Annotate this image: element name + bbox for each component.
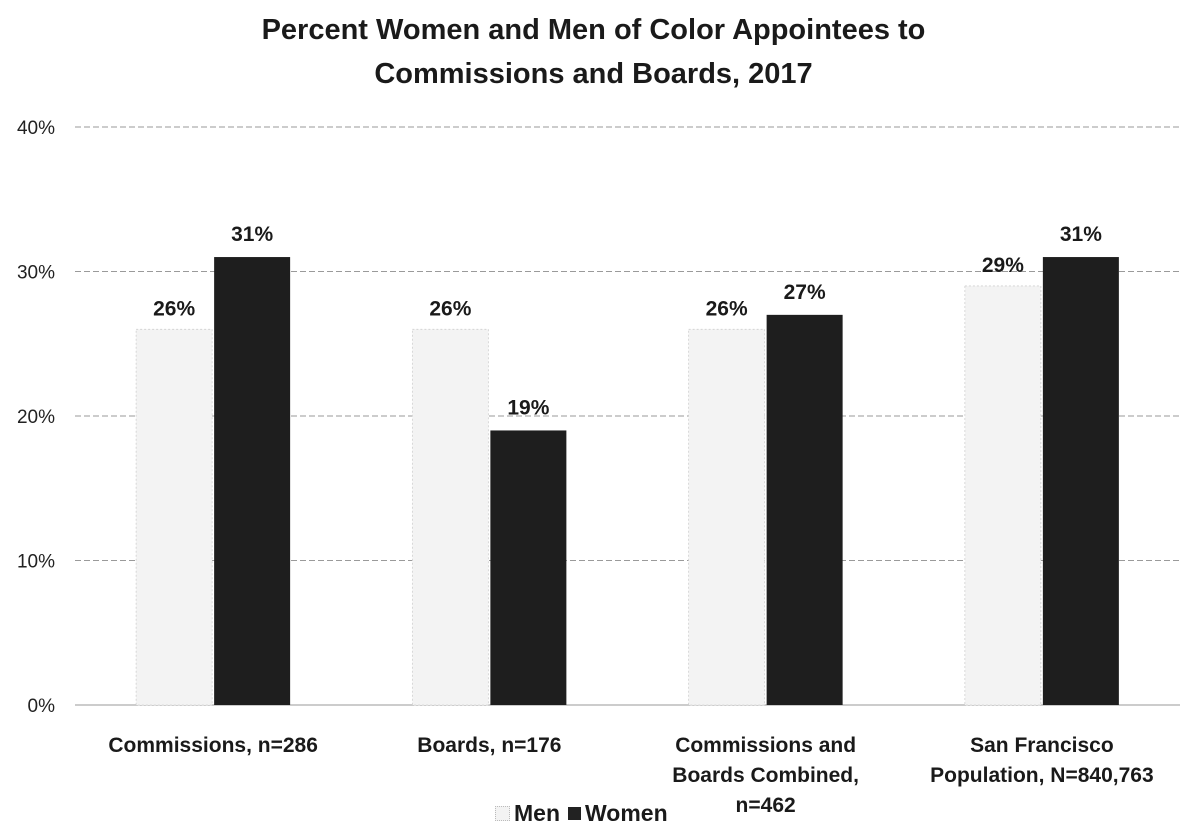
data-label-women-1: 19% <box>507 396 549 419</box>
x-tick-label-3-line-0: San Francisco <box>970 734 1114 757</box>
x-tick-label-1-line-0: Boards, n=176 <box>417 734 561 757</box>
x-tick-label-2-line-1: Boards Combined, <box>672 764 859 787</box>
chart-title-line-1: Percent Women and Men of Color Appointee… <box>261 14 926 46</box>
x-tick-label-2-line-0: Commissions and <box>675 734 856 757</box>
x-tick-label-2-line-2: n=462 <box>736 794 796 817</box>
x-tick-label-3-line-1: Population, N=840,763 <box>930 764 1154 787</box>
data-label-men-1: 26% <box>429 297 471 320</box>
y-tick-label-20: 20% <box>17 407 55 428</box>
data-label-men-0: 26% <box>153 297 195 320</box>
legend-swatch-men <box>495 806 510 821</box>
legend-label-women: Women <box>585 800 668 826</box>
bar-women-0 <box>214 257 291 705</box>
legend-swatch-women <box>568 807 581 820</box>
legend-item-men: Men <box>495 800 560 827</box>
bar-men-0 <box>135 328 213 706</box>
y-tick-label-40: 40% <box>17 118 55 139</box>
bar-men-3 <box>964 285 1042 706</box>
y-tick-label-30: 30% <box>17 263 55 284</box>
legend-label-men: Men <box>514 800 560 826</box>
data-label-women-2: 27% <box>784 281 826 304</box>
bar-women-1 <box>490 430 567 705</box>
legend: Men Women <box>495 800 668 827</box>
y-tick-label-0: 0% <box>28 696 56 717</box>
data-label-women-0: 31% <box>231 223 273 246</box>
chart-title: Percent Women and Men of Color Appointee… <box>0 8 1187 96</box>
data-label-men-3: 29% <box>982 254 1024 277</box>
bar-men-2 <box>688 328 766 706</box>
bar-women-3 <box>1042 257 1119 705</box>
x-tick-label-0-line-0: Commissions, n=286 <box>108 734 318 757</box>
bar-women-2 <box>766 314 843 705</box>
data-label-men-2: 26% <box>706 297 748 320</box>
bar-men-1 <box>411 328 489 706</box>
data-label-women-3: 31% <box>1060 223 1102 246</box>
y-tick-label-10: 10% <box>17 552 55 573</box>
legend-item-women: Women <box>568 800 668 827</box>
chart-title-line-2: Commissions and Boards, 2017 <box>374 58 813 90</box>
